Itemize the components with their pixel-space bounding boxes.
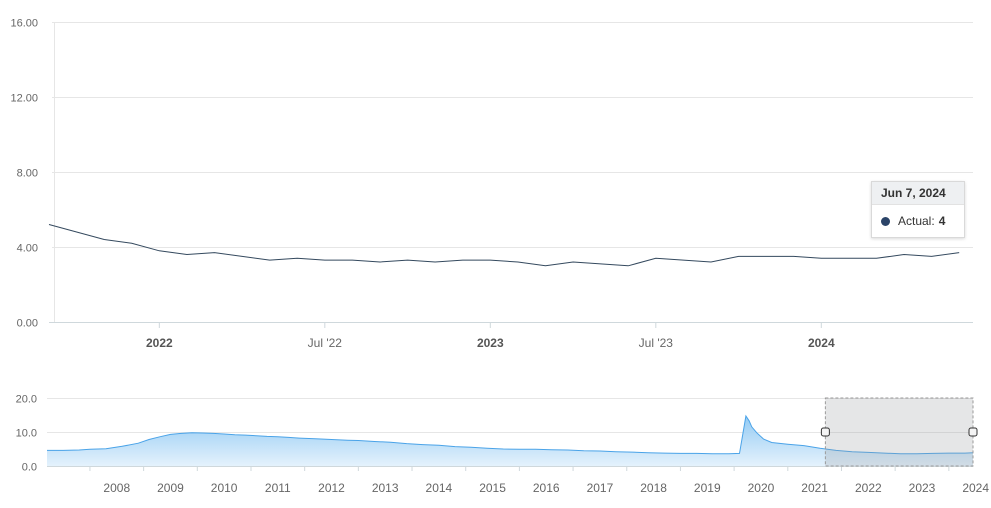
navigator-line — [47, 414, 974, 455]
navigator-x-tick-label: 2015 — [479, 481, 506, 495]
tooltip-row: Actual: 4 — [872, 205, 964, 237]
navigator-x-tick-label: 2009 — [157, 481, 184, 495]
navigator-x-tick-label: 2010 — [211, 481, 238, 495]
navigator-x-axis: 2008 2009 2010 2011 2012 2013 2014 2015 2016 2017… — [89, 466, 989, 495]
navigator-handle-right[interactable] — [968, 427, 978, 437]
tooltip-date: Jun 7, 2024 — [872, 182, 964, 205]
navigator-y-tick-label: 0.0 — [22, 462, 37, 474]
navigator-x-tick-label: 2018 — [640, 481, 667, 495]
main-y-axis: 0.00 4.00 8.00 12.00 16.00 — [10, 18, 38, 330]
main-y-tick-label: 0.00 — [17, 318, 38, 330]
navigator-y-axis: 0.0 10.0 20.0 — [16, 394, 37, 474]
chart-tooltip: Jun 7, 2024 Actual: 4 — [871, 181, 965, 238]
navigator-x-tick-label: 2024 — [962, 481, 989, 495]
main-y-tick-label: 12.00 — [10, 93, 38, 105]
main-chart-grid — [49, 22, 973, 323]
navigator-x-tick-label: 2023 — [909, 481, 936, 495]
navigator-x-tick-label: 2019 — [694, 481, 721, 495]
main-y-tick-label: 4.00 — [17, 243, 38, 255]
navigator-selection[interactable] — [820, 397, 978, 467]
main-chart-plot[interactable] — [48, 224, 960, 267]
navigator-y-tick-label: 10.0 — [16, 428, 37, 440]
navigator-series — [47, 414, 974, 467]
series-line-actual[interactable] — [48, 224, 960, 267]
navigator-x-tick-label: 2016 — [533, 481, 560, 495]
main-x-tick-label: 2024 — [808, 336, 835, 350]
navigator-x-tick-label: 2017 — [587, 481, 614, 495]
tooltip-value: 4 — [938, 214, 946, 228]
main-x-tick-label: Jul '23 — [639, 336, 674, 350]
main-y-tick-label: 16.00 — [10, 18, 38, 30]
navigator-x-tick-label: 2013 — [372, 481, 399, 495]
navigator-selection-range[interactable] — [824, 397, 974, 467]
navigator-x-tick-label: 2014 — [426, 481, 453, 495]
navigator-area — [47, 416, 973, 466]
navigator-x-tick-label: 2012 — [318, 481, 345, 495]
navigator-x-tick-label: 2020 — [748, 481, 775, 495]
main-x-tick-label: Jul '22 — [308, 336, 343, 350]
main-y-tick-label: 8.00 — [17, 168, 38, 180]
navigator-x-tick-label: 2021 — [801, 481, 828, 495]
navigator-x-tick-label: 2008 — [103, 481, 130, 495]
main-x-tick-label: 2023 — [477, 336, 504, 350]
navigator-y-tick-label: 20.0 — [16, 394, 37, 406]
navigator-handle-left[interactable] — [820, 427, 830, 437]
navigator-x-tick-label: 2011 — [265, 481, 291, 495]
main-x-axis: 2022 Jul '22 2023 Jul '23 2024 — [146, 322, 835, 350]
navigator-x-tick-label: 2022 — [855, 481, 882, 495]
series-dot-icon — [881, 217, 890, 226]
tooltip-series-label: Actual: — [898, 214, 935, 228]
main-x-tick-label: 2022 — [146, 336, 173, 350]
